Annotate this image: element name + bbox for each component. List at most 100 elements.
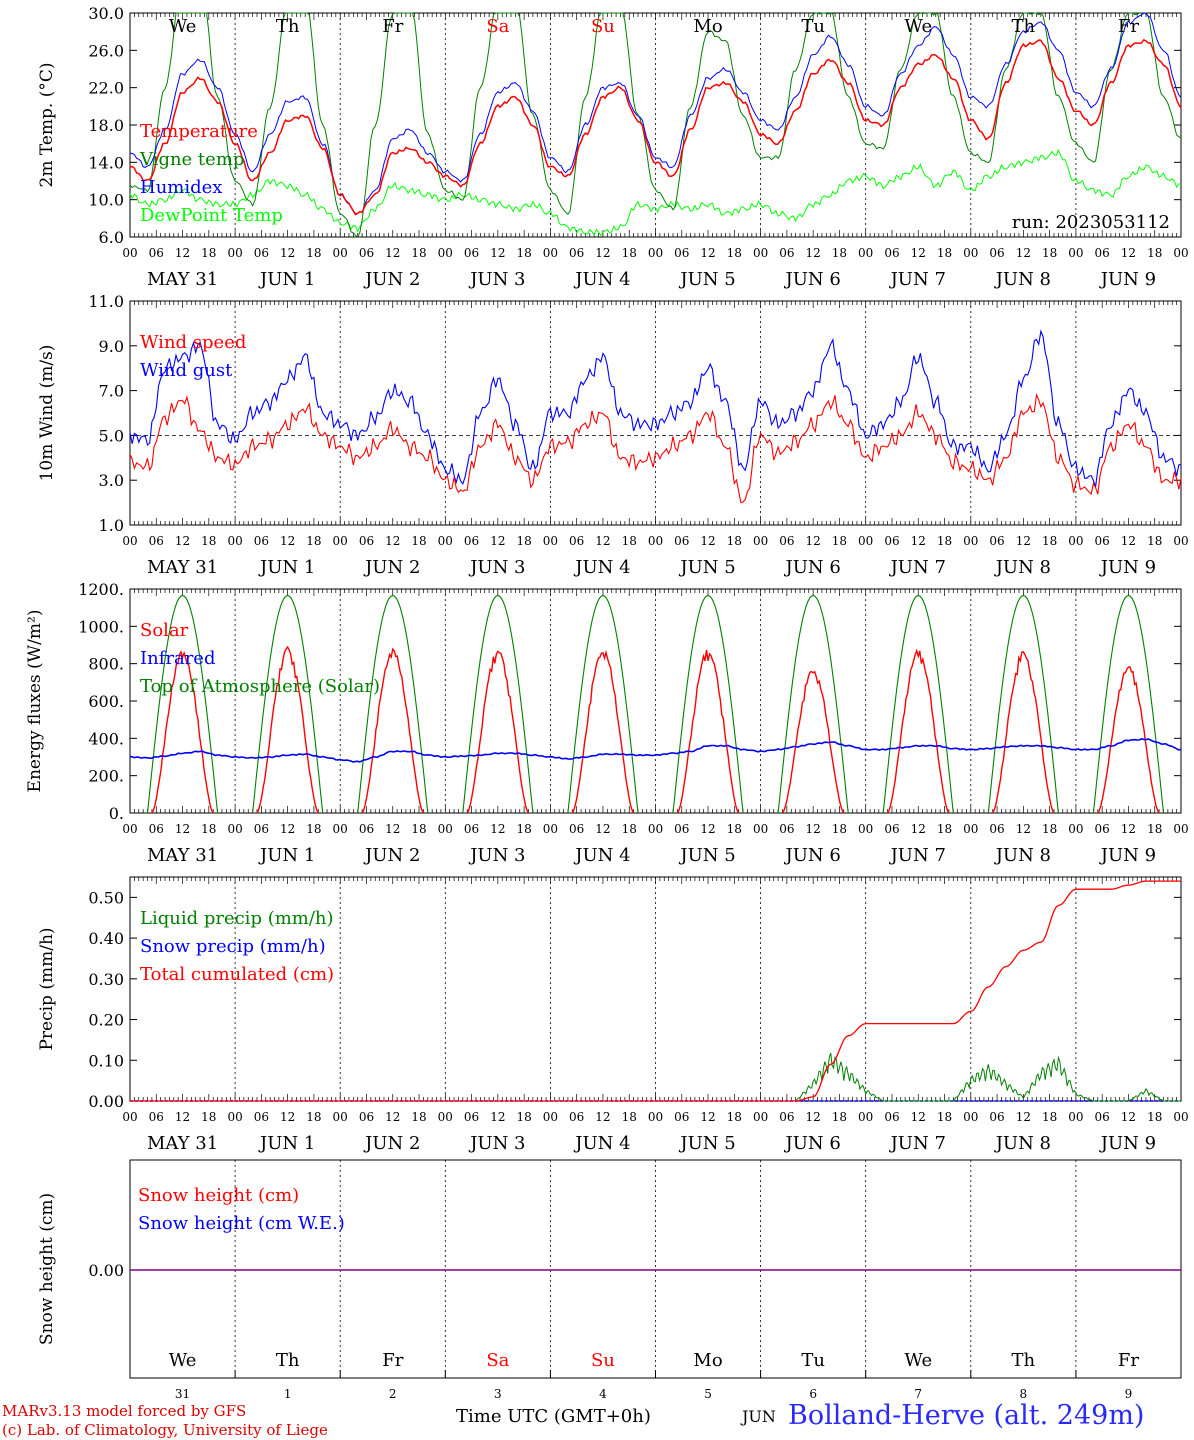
day-name-label: We [904, 1350, 932, 1371]
hour-tick-label: 12 [1016, 1110, 1031, 1124]
day-number-label: 3 [494, 1387, 502, 1401]
station-name: Bolland-Herve (alt. 249m) [788, 1400, 1145, 1431]
date-tick-label: JUN 3 [468, 845, 525, 866]
hour-tick-label: 12 [280, 534, 295, 548]
hour-tick-label: 12 [490, 1110, 505, 1124]
series-line-wind-gust [129, 329, 1182, 488]
hour-tick-label: 18 [516, 534, 531, 548]
hour-tick-label: 06 [569, 1110, 584, 1124]
legend-item: Total cumulated (cm) [140, 964, 334, 985]
hour-tick-label: 00 [333, 246, 348, 260]
hour-tick-label: 00 [543, 1110, 558, 1124]
x-axis-label: Time UTC (GMT+0h) [456, 1406, 651, 1427]
date-tick-label: JUN 5 [678, 1133, 735, 1154]
date-tick-label: JUN 7 [889, 845, 946, 866]
day-name-label: Mo [693, 1350, 722, 1371]
hour-tick-label: 12 [1121, 534, 1136, 548]
hour-tick-label: 00 [227, 1110, 242, 1124]
date-tick-label: JUN 4 [573, 269, 630, 290]
y-tick-label: 11.0 [88, 292, 124, 311]
hour-tick-label: 06 [149, 1110, 164, 1124]
hour-tick-label: 12 [700, 534, 715, 548]
hour-tick-label: 00 [753, 246, 768, 260]
y-tick-label: 10.0 [88, 191, 124, 210]
hour-tick-label: 06 [1095, 246, 1110, 260]
hour-tick-label: 18 [937, 246, 952, 260]
hour-tick-label: 00 [1173, 822, 1188, 836]
hour-tick-label: 00 [122, 246, 137, 260]
date-tick-label: JUN 2 [363, 557, 420, 578]
hour-tick-label: 18 [622, 246, 637, 260]
hour-tick-label: 06 [779, 822, 794, 836]
hour-tick-label: 18 [516, 822, 531, 836]
hour-tick-label: 06 [884, 822, 899, 836]
y-tick-label: 0.40 [88, 929, 124, 948]
hour-tick-label: 12 [490, 534, 505, 548]
hour-tick-label: 00 [122, 534, 137, 548]
hour-tick-label: 06 [149, 246, 164, 260]
day-name-label: Tu [801, 1350, 825, 1371]
hour-tick-label: 18 [727, 822, 742, 836]
y-axis-label: 2m Temp. (°C) [37, 62, 57, 187]
hour-tick-label: 00 [858, 534, 873, 548]
hour-tick-label: 12 [1016, 534, 1031, 548]
hour-tick-label: 06 [464, 822, 479, 836]
day-name-label: Fr [1118, 1350, 1139, 1371]
hour-tick-label: 00 [227, 534, 242, 548]
y-tick-label: 0. [109, 804, 124, 823]
hour-tick-label: 00 [227, 246, 242, 260]
hour-tick-label: 12 [385, 246, 400, 260]
hour-tick-label: 18 [1147, 246, 1162, 260]
hour-tick-label: 06 [674, 246, 689, 260]
hour-tick-label: 18 [516, 246, 531, 260]
hour-tick-label: 00 [333, 1110, 348, 1124]
hour-tick-label: 06 [254, 822, 269, 836]
hour-tick-label: 18 [1042, 822, 1057, 836]
hour-tick-label: 18 [201, 534, 216, 548]
hour-tick-label: 12 [806, 534, 821, 548]
date-tick-label: JUN 5 [678, 845, 735, 866]
hour-tick-label: 12 [595, 534, 610, 548]
date-tick-label: JUN 6 [783, 1133, 840, 1154]
hour-tick-label: 12 [911, 534, 926, 548]
hour-tick-label: 00 [438, 1110, 453, 1124]
legend-item: DewPoint Temp [140, 205, 283, 226]
day-name-label: Sa [486, 1350, 509, 1371]
hour-tick-label: 00 [438, 534, 453, 548]
hour-tick-label: 00 [648, 246, 663, 260]
hour-tick-label: 00 [122, 822, 137, 836]
hour-tick-label: 12 [1016, 246, 1031, 260]
date-tick-label: JUN 7 [889, 557, 946, 578]
run-label: run: 2023053112 [1012, 212, 1170, 233]
hour-tick-label: 12 [911, 822, 926, 836]
day-name-label: Th [276, 1350, 300, 1371]
hour-tick-label: 12 [1121, 822, 1136, 836]
y-tick-label: 3.0 [99, 471, 124, 490]
hour-tick-label: 00 [963, 822, 978, 836]
hour-tick-label: 00 [1173, 246, 1188, 260]
hour-tick-label: 18 [516, 1110, 531, 1124]
hour-tick-label: 12 [1121, 246, 1136, 260]
hour-tick-label: 18 [937, 534, 952, 548]
hour-tick-label: 06 [989, 822, 1004, 836]
date-tick-label: JUN 9 [1099, 269, 1156, 290]
hour-tick-label: 06 [359, 822, 374, 836]
legend-item: Vigne temp [139, 149, 244, 170]
hour-tick-label: 18 [937, 1110, 952, 1124]
day-name-label: Su [591, 16, 615, 37]
legend-item: Snow height (cm) [138, 1185, 299, 1206]
hour-tick-label: 06 [569, 534, 584, 548]
hour-tick-label: 00 [1173, 1110, 1188, 1124]
legend-item: Snow height (cm W.E.) [138, 1213, 345, 1234]
date-tick-label: JUN 7 [889, 1133, 946, 1154]
hour-tick-label: 06 [1095, 534, 1110, 548]
hour-tick-label: 06 [464, 534, 479, 548]
y-axis-label: Precip (mm/h) [37, 927, 57, 1050]
date-tick-label: JUN 4 [573, 1133, 630, 1154]
date-tick-label: JUN 8 [994, 1133, 1051, 1154]
legend-item: Liquid precip (mm/h) [140, 908, 334, 929]
y-tick-label: 1.0 [99, 516, 124, 535]
credit-model: MARv3.13 model forced by GFS [2, 1402, 247, 1420]
legend-item: Infrared [140, 648, 215, 669]
hour-tick-label: 00 [858, 822, 873, 836]
